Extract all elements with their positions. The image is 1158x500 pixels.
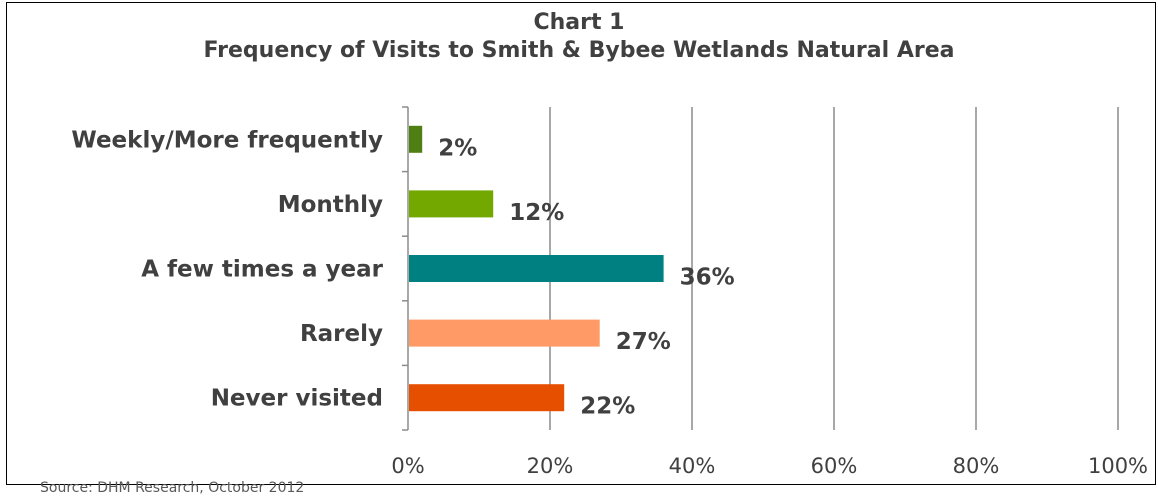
y-axis xyxy=(402,106,409,431)
data-label: 27% xyxy=(616,329,671,355)
data-label: 2% xyxy=(438,135,477,161)
data-label: 36% xyxy=(680,265,735,291)
bar xyxy=(409,384,565,412)
x-tick-label: 0% xyxy=(391,454,424,478)
x-tick-label: 40% xyxy=(669,454,716,478)
chart-subtitle: Frequency of Visits to Smith & Bybee Wet… xyxy=(203,38,955,63)
x-tick-label: 60% xyxy=(811,454,858,478)
category-label: Rarely xyxy=(300,321,383,347)
source-note: Source: DHM Research, October 2012 xyxy=(40,480,305,496)
chart-frame xyxy=(6,2,1156,485)
chart-title: Chart 1 xyxy=(533,10,625,35)
x-tick-label: 80% xyxy=(953,454,1000,478)
gridlines xyxy=(549,107,1119,430)
data-label: 22% xyxy=(580,394,635,420)
x-tick-label: 100% xyxy=(1088,454,1148,478)
category-label: Never visited xyxy=(211,386,383,412)
bar xyxy=(409,319,600,347)
category-label: A few times a year xyxy=(141,257,383,283)
bars xyxy=(409,125,664,412)
bar xyxy=(409,125,423,153)
category-labels: Weekly/More frequently Monthly A few times… xyxy=(71,127,383,411)
category-label: Monthly xyxy=(278,192,383,218)
bar xyxy=(409,190,494,218)
x-tick-labels: 0% 20% 40% 60% 80% 100% xyxy=(391,454,1148,478)
data-label: 12% xyxy=(509,200,564,226)
data-labels: 2% 12% 36% 27% 22% xyxy=(438,135,734,419)
bar xyxy=(409,255,664,282)
category-label: Weekly/More frequently xyxy=(71,127,383,153)
x-tick-label: 20% xyxy=(527,454,574,478)
